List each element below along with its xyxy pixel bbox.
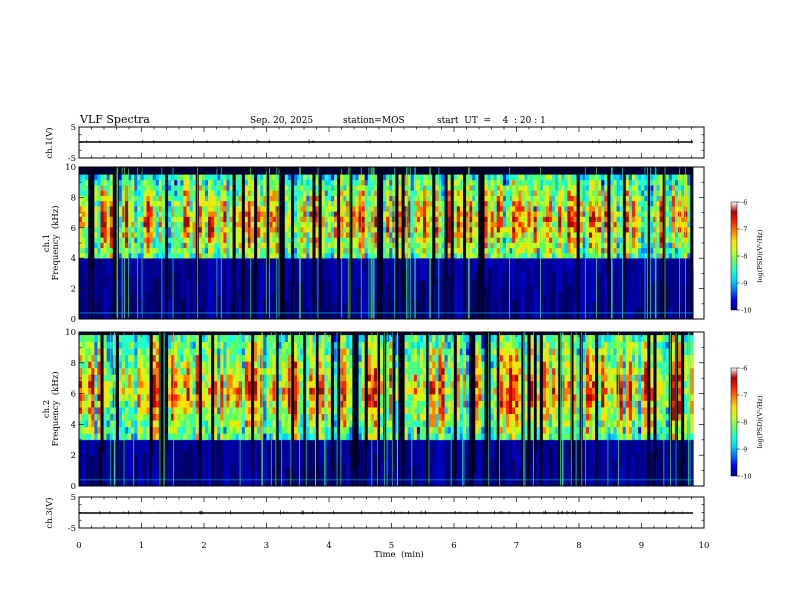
ch2-spectrogram-ytick-label: 10 bbox=[65, 328, 76, 338]
ch2-colorbar-tick-label: -9 bbox=[741, 446, 747, 454]
x-tick-label: 3 bbox=[264, 541, 269, 551]
figure-title: VLF Spectra bbox=[79, 113, 150, 126]
ch2-colorbar-tick-label: -10 bbox=[741, 473, 751, 481]
ch3-waveform-ylabel: ch.3(V) bbox=[44, 497, 55, 528]
ch1-colorbar-tick-label: -10 bbox=[741, 307, 751, 315]
ch1-waveform-spikes bbox=[86, 139, 692, 144]
ch1-spectrogram-ytick-label: 10 bbox=[65, 163, 76, 173]
x-tick-label: 9 bbox=[639, 541, 644, 551]
colorbar-ticks: -6 -7 -8 -9 -10 -6 -7 -8 -9 -10 bbox=[737, 199, 751, 481]
ch2-spectrogram-image bbox=[79, 332, 694, 486]
ch1-spectrogram-ytick-label: 6 bbox=[71, 224, 76, 234]
x-tick-label: 10 bbox=[699, 541, 710, 551]
ch2-colorbar-tick-label: -7 bbox=[741, 392, 747, 400]
ch1-colorbar-tick-label: -6 bbox=[741, 199, 747, 207]
ch1-spectrogram-ylabel-frequency: Frequency (kHz) bbox=[50, 205, 61, 280]
ch1-spectrogram-image bbox=[79, 167, 694, 319]
ch3-waveform-spikes bbox=[84, 510, 683, 515]
ch1-spectrogram-ylabel-channel: ch.1 bbox=[42, 234, 52, 252]
ch1-colorbar-tick-label: -7 bbox=[741, 226, 747, 234]
ch3-waveform-ytick-label: -5 bbox=[68, 524, 76, 534]
ch1-waveform-ylabel: ch.1(V) bbox=[44, 127, 55, 158]
header-station: station=MOS bbox=[343, 116, 405, 126]
ch1-colorbar-tick-label: -8 bbox=[741, 253, 747, 261]
ch1-spectrogram-ytick-label: 8 bbox=[71, 193, 76, 203]
x-tick-label: 7 bbox=[514, 541, 519, 551]
ch1-spectrogram-ytick-label: 4 bbox=[71, 254, 76, 264]
ch2-colorbar bbox=[730, 367, 738, 477]
ch2-colorbar-tick-label: -8 bbox=[741, 419, 747, 427]
ch1-spectrogram-ytick-label: 2 bbox=[71, 285, 76, 295]
x-axis-label: Time (min) bbox=[374, 549, 424, 560]
x-tick-label: 4 bbox=[326, 541, 331, 551]
ch3-waveform-ytick-label: 5 bbox=[71, 493, 76, 503]
ch2-spectrogram-ylabel-frequency: Frequency (kHz) bbox=[50, 371, 61, 446]
x-tick-label: 5 bbox=[389, 541, 394, 551]
ch1-colorbar-tick-label: -9 bbox=[741, 280, 747, 288]
ch2-colorbar-tick-label: -6 bbox=[741, 365, 747, 373]
ch2-spectrogram-ytick-label: 8 bbox=[71, 359, 76, 369]
ch1-waveform-ytick-label: 5 bbox=[71, 123, 76, 133]
ch2-spectrogram-ytick-label: 2 bbox=[71, 451, 76, 461]
ch2-spectrogram-ytick-label: 0 bbox=[71, 482, 76, 492]
x-tick-label: 1 bbox=[139, 541, 144, 551]
ch2-spectrogram-ytick-label: 6 bbox=[71, 390, 76, 400]
x-tick-label: 6 bbox=[451, 541, 456, 551]
ch2-spectrogram-ylabel-channel: ch.2 bbox=[42, 400, 52, 418]
x-tick-label: 8 bbox=[576, 541, 581, 551]
ch1-colorbar bbox=[730, 201, 738, 311]
x-tick-label: 0 bbox=[76, 541, 81, 551]
header-date: Sep. 20, 2025 bbox=[250, 116, 313, 126]
ch1-spectrogram-ytick-label: 0 bbox=[71, 315, 76, 325]
ch2-spectrogram-ytick-label: 4 bbox=[71, 420, 76, 430]
ch2-colorbar-label: log(PSD)(V²/Hz) bbox=[756, 395, 764, 448]
ch1-colorbar-label: log(PSD)(V²/Hz) bbox=[756, 229, 764, 282]
header-start-time: start UT = 4 : 20 : 1 bbox=[437, 116, 546, 126]
ch1-waveform-ytick-label: -5 bbox=[68, 154, 76, 164]
x-tick-label: 2 bbox=[201, 541, 206, 551]
